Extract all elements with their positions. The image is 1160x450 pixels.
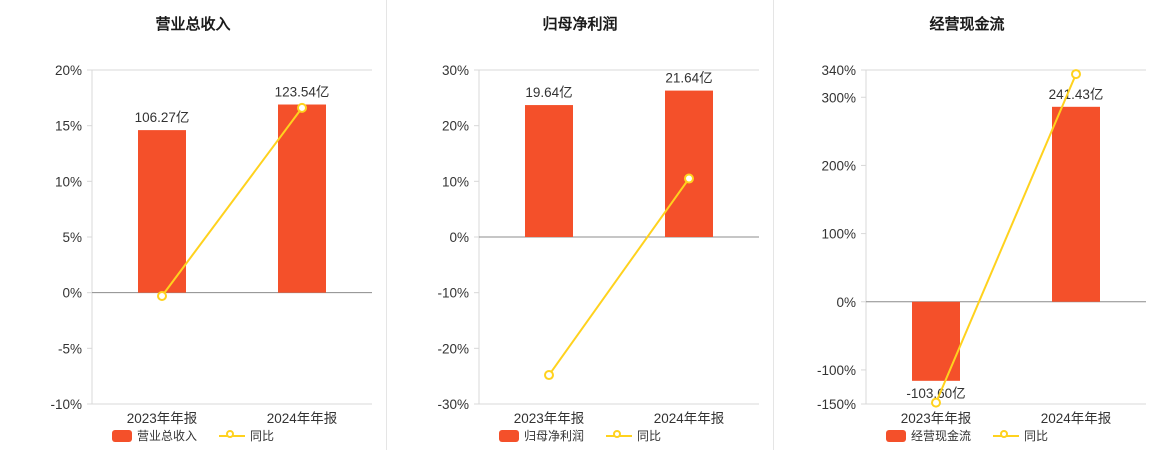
line-series-marker-icon <box>219 429 245 441</box>
svg-text:-150%: -150% <box>817 397 856 412</box>
svg-text:2023年年报: 2023年年报 <box>127 411 198 426</box>
revenue-chart-plot: 20% 15% 10% 5% 0% -5% -10% 106.27亿 123.54亿 2023年年… <box>50 63 372 426</box>
legend-item-line-series[interactable]: 同比 <box>606 427 661 444</box>
svg-text:19.64亿: 19.64亿 <box>525 85 572 100</box>
svg-text:-100%: -100% <box>817 363 856 378</box>
svg-text:10%: 10% <box>442 174 469 189</box>
svg-text:-5%: -5% <box>58 341 82 356</box>
revenue-chart-panel: 营业总收入 20% 15% 10% 5% 0% -5% -10% 106.27亿 123.54亿… <box>0 0 386 450</box>
legend-item-bar-series[interactable]: 营业总收入 <box>111 427 197 444</box>
legend-label: 同比 <box>1024 429 1049 443</box>
svg-text:106.27亿: 106.27亿 <box>135 110 190 125</box>
chart-legend: 营业总收入 同比 <box>0 427 386 444</box>
chart-legend: 归母净利润 同比 <box>387 427 773 444</box>
legend-item-bar-series[interactable]: 归母净利润 <box>498 427 584 444</box>
cash-flow-chart-panel: 经营现金流 340% 300% 200% 100% 0% -100% -150% -103.6… <box>773 0 1160 450</box>
svg-text:-20%: -20% <box>437 341 469 356</box>
svg-text:2023年年报: 2023年年报 <box>514 411 585 426</box>
svg-text:123.54亿: 123.54亿 <box>275 85 330 100</box>
svg-text:2023年年报: 2023年年报 <box>901 411 972 426</box>
bar-series-swatch-icon <box>885 429 906 442</box>
legend-label: 营业总收入 <box>136 429 197 443</box>
legend-item-line-series[interactable]: 同比 <box>993 427 1048 444</box>
chart-title: 归母净利润 <box>542 16 618 33</box>
line-series-marker-icon <box>606 429 632 441</box>
legend-item-bar-series[interactable]: 经营现金流 <box>885 427 971 444</box>
svg-text:300%: 300% <box>821 90 856 105</box>
cash-flow-chart-plot: 340% 300% 200% 100% 0% -100% -150% -103.60亿 241.… <box>817 63 1146 426</box>
svg-text:5%: 5% <box>62 230 82 245</box>
svg-text:15%: 15% <box>55 119 82 134</box>
svg-text:10%: 10% <box>55 174 82 189</box>
svg-text:-103.60亿: -103.60亿 <box>906 386 965 401</box>
chart-title: 经营现金流 <box>929 16 1005 33</box>
legend-label: 同比 <box>637 429 662 443</box>
svg-text:2024年年报: 2024年年报 <box>654 411 725 426</box>
svg-text:2024年年报: 2024年年报 <box>267 411 338 426</box>
svg-text:340%: 340% <box>821 63 856 78</box>
svg-text:21.64亿: 21.64亿 <box>665 71 712 86</box>
legend-label: 归母净利润 <box>523 429 584 443</box>
svg-text:200%: 200% <box>821 158 856 173</box>
legend-label: 经营现金流 <box>910 429 971 443</box>
svg-text:241.43亿: 241.43亿 <box>1049 87 1104 102</box>
svg-text:20%: 20% <box>55 63 82 78</box>
svg-text:30%: 30% <box>442 63 469 78</box>
legend-label: 同比 <box>250 429 275 443</box>
svg-text:-30%: -30% <box>437 397 469 412</box>
svg-text:100%: 100% <box>821 227 856 242</box>
svg-text:20%: 20% <box>442 119 469 134</box>
svg-text:-10%: -10% <box>50 397 82 412</box>
svg-text:0%: 0% <box>62 286 82 301</box>
svg-text:2024年年报: 2024年年报 <box>1041 411 1112 426</box>
net-profit-chart-plot: 30% 20% 10% 0% -10% -20% -30% 19.64亿 21.64亿 2023年… <box>437 63 759 426</box>
svg-text:0%: 0% <box>836 295 856 310</box>
chart-legend: 经营现金流 同比 <box>774 427 1160 444</box>
line-series-marker-icon <box>993 429 1019 441</box>
chart-title: 营业总收入 <box>155 16 231 33</box>
legend-item-line-series[interactable]: 同比 <box>219 427 274 444</box>
svg-text:-10%: -10% <box>437 286 469 301</box>
svg-text:0%: 0% <box>449 230 469 245</box>
net-profit-chart-panel: 归母净利润 30% 20% 10% 0% -10% -20% -30% 19.64亿 21.64… <box>386 0 773 450</box>
bar-series-swatch-icon <box>498 429 519 442</box>
bar-series-swatch-icon <box>111 429 132 442</box>
